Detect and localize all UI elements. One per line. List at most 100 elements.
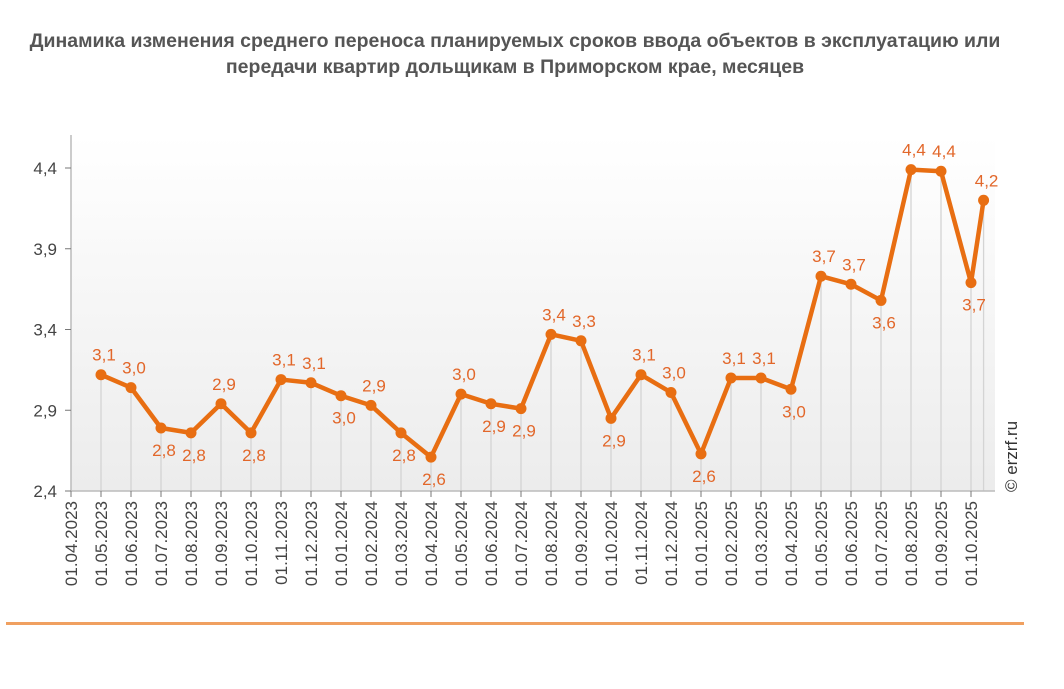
data-label: 2,8 <box>242 446 266 465</box>
data-point <box>635 369 647 381</box>
data-point <box>515 403 527 415</box>
data-point <box>665 386 677 398</box>
data-point <box>845 278 857 290</box>
data-label: 3,3 <box>572 312 596 331</box>
data-point <box>875 294 887 306</box>
x-tick-label: 01.09.2025 <box>932 501 951 586</box>
x-tick-label: 01.08.2023 <box>182 501 201 586</box>
data-label: 3,0 <box>332 409 356 428</box>
x-tick-label: 01.04.2024 <box>422 501 441 586</box>
x-tick-label: 01.05.2024 <box>452 501 471 586</box>
x-tick-label: 01.10.2025 <box>962 501 981 586</box>
data-label: 4,4 <box>902 141 926 160</box>
data-label: 2,6 <box>422 470 446 489</box>
data-point <box>965 277 977 289</box>
data-point <box>905 164 917 176</box>
x-tick-label: 01.06.2024 <box>482 501 501 586</box>
data-label: 2,8 <box>182 446 206 465</box>
x-tick-label: 01.09.2024 <box>572 501 591 586</box>
data-label: 3,4 <box>542 305 566 324</box>
data-label: 3,0 <box>662 363 686 382</box>
data-point <box>125 382 137 394</box>
x-tick-label: 01.08.2025 <box>902 501 921 586</box>
bottom-divider <box>6 622 1024 625</box>
data-label: 2,8 <box>152 441 176 460</box>
data-label: 3,0 <box>782 402 806 421</box>
x-tick-label: 01.04.2023 <box>62 501 81 586</box>
x-tick-label: 01.01.2024 <box>332 501 351 586</box>
x-tick-label: 01.03.2024 <box>392 501 411 586</box>
data-point <box>275 374 287 386</box>
x-tick-label: 01.08.2024 <box>542 501 561 586</box>
data-point <box>365 399 377 411</box>
x-tick-label: 01.05.2025 <box>812 501 831 586</box>
y-tick-label: 3,9 <box>33 240 57 259</box>
data-point <box>95 369 107 381</box>
data-label: 4,2 <box>975 171 999 190</box>
data-point <box>935 165 947 177</box>
data-label: 3,0 <box>122 359 146 378</box>
x-tick-label: 01.07.2023 <box>152 501 171 586</box>
data-label: 2,9 <box>212 375 236 394</box>
data-label: 2,9 <box>482 417 506 436</box>
data-point <box>455 388 467 400</box>
x-tick-label: 01.03.2025 <box>752 501 771 586</box>
plot-area <box>71 135 995 491</box>
data-label: 3,7 <box>812 247 836 266</box>
data-point <box>575 335 587 347</box>
data-point <box>815 270 827 282</box>
data-point <box>978 194 990 206</box>
y-tick-label: 2,9 <box>33 401 57 420</box>
data-point <box>485 398 497 410</box>
x-tick-label: 01.11.2024 <box>632 501 651 585</box>
data-label: 3,1 <box>752 349 776 368</box>
x-tick-label: 01.09.2023 <box>212 501 231 586</box>
data-label: 3,6 <box>872 313 896 332</box>
x-tick-label: 01.07.2025 <box>872 501 891 586</box>
y-tick-label: 4,4 <box>33 159 57 178</box>
data-point <box>335 390 347 402</box>
data-label: 3,1 <box>302 354 326 373</box>
data-point <box>695 448 707 460</box>
x-tick-label: 01.12.2024 <box>662 501 681 586</box>
data-label: 3,1 <box>272 351 296 370</box>
data-point <box>395 427 407 439</box>
data-point <box>155 422 167 434</box>
data-point <box>605 412 617 424</box>
data-point <box>215 398 227 410</box>
data-point <box>725 372 737 384</box>
x-tick-label: 01.02.2025 <box>722 501 741 586</box>
data-point <box>305 377 317 389</box>
x-tick-label: 01.01.2025 <box>692 501 711 586</box>
data-label: 2,9 <box>362 376 386 395</box>
data-point <box>545 328 557 340</box>
y-tick-label: 2,4 <box>33 482 57 501</box>
x-tick-label: 01.10.2023 <box>242 501 261 586</box>
data-label: 2,9 <box>512 422 536 441</box>
watermark: © erzrf.ru <box>1002 421 1021 492</box>
x-tick-label: 01.11.2023 <box>272 501 291 585</box>
x-tick-label: 01.02.2024 <box>362 501 381 586</box>
y-tick-label: 3,4 <box>33 321 57 340</box>
x-tick-label: 01.04.2025 <box>782 501 801 586</box>
data-label: 3,7 <box>842 255 866 274</box>
x-tick-label: 01.05.2023 <box>92 501 111 586</box>
x-tick-label: 01.10.2024 <box>602 501 621 586</box>
data-label: 2,8 <box>392 446 416 465</box>
data-label: 3,0 <box>452 365 476 384</box>
data-point <box>785 383 797 395</box>
x-tick-label: 01.06.2023 <box>122 501 141 586</box>
x-tick-label: 01.12.2023 <box>302 501 321 586</box>
data-label: 3,1 <box>632 346 656 365</box>
data-point <box>245 427 257 439</box>
data-label: 2,9 <box>602 431 626 450</box>
chart-title: Динамика изменения среднего переноса пла… <box>29 30 1001 78</box>
data-label: 3,1 <box>722 349 746 368</box>
x-tick-label: 01.07.2024 <box>512 501 531 586</box>
data-label: 4,4 <box>932 142 956 161</box>
data-point <box>425 451 437 463</box>
data-label: 2,6 <box>692 467 716 486</box>
data-point <box>185 427 197 439</box>
x-tick-label: 01.06.2025 <box>842 501 861 586</box>
